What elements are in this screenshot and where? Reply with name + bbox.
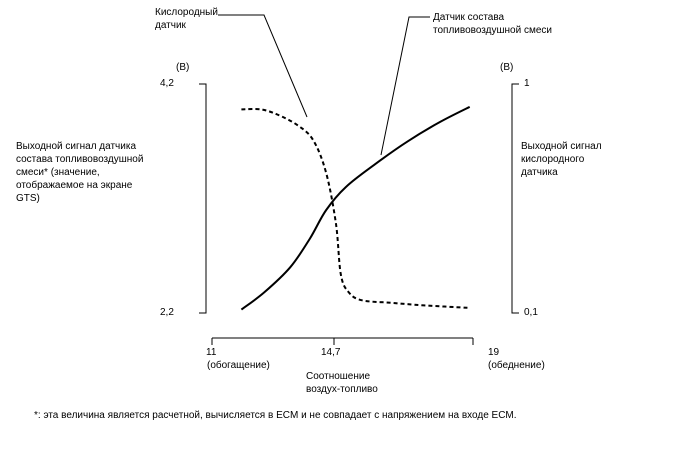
left-axis-label: Выходной сигнал датчика состава топливов… [16,141,144,204]
right-y-axis [511,83,519,314]
right-tick-bottom: 0,1 [524,307,538,318]
series-af-sensor-line [240,106,471,311]
x-tick-sublabel-11: (обогащение) [207,360,270,371]
x-tick-label-19: 19 [488,347,500,358]
series-o2-sensor-label: Кислородный датчик [155,7,218,31]
right-tick-top: 1 [524,78,530,89]
left-axis-unit: (В) [176,62,190,73]
x-tick-label-11: 11 [206,347,217,358]
series-af-sensor-label: Датчик состава топливовоздушной смеси [433,12,552,36]
leader-line-o2 [218,14,308,118]
left-tick-bottom: 2,2 [160,307,174,318]
series-o2-sensor-line [241,108,470,309]
right-axis-unit: (В) [500,62,514,73]
x-tick-sublabel-19: (обеднение) [488,360,545,371]
x-axis-label: Соотношение воздух-топливо [306,371,378,395]
leader-line-af [380,16,430,156]
x-tick-label-14-7: 14,7 [321,347,341,358]
right-axis-label: Выходной сигнал кислородного датчика [521,141,602,178]
left-tick-top: 4,2 [160,78,174,89]
footnote: *: эта величина является расчетной, вычи… [34,410,517,421]
left-y-axis [199,83,207,314]
